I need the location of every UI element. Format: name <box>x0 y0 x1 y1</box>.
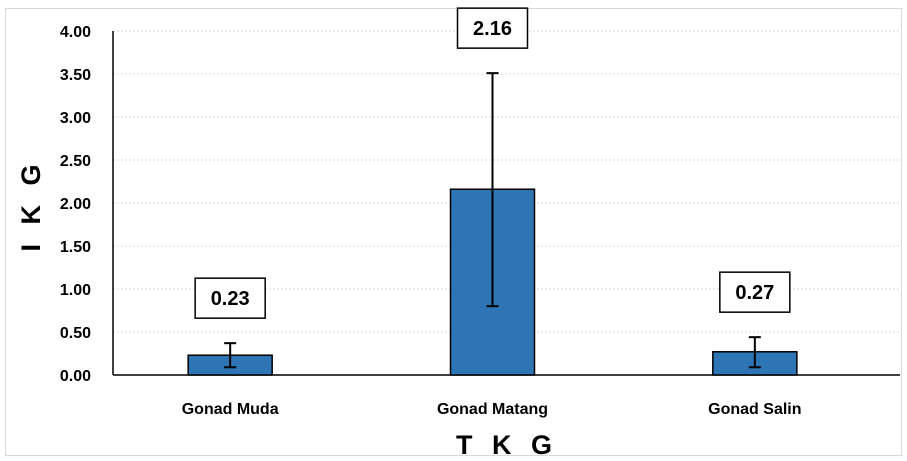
data-label-box <box>194 277 266 319</box>
data-label: 2.16 <box>473 18 512 40</box>
x-tick-label: Gonad Salin <box>708 401 801 418</box>
data-label: 0.23 <box>211 288 250 310</box>
x-tick-label: Gonad Muda <box>182 401 279 418</box>
y-tick-label: 0.50 <box>60 325 91 342</box>
y-tick-label: 3.50 <box>60 67 91 84</box>
y-tick-label: 1.00 <box>60 282 91 299</box>
x-tick-label: Gonad Matang <box>437 401 548 418</box>
y-axis-title: I K G <box>16 158 46 251</box>
y-tick-label: 2.50 <box>60 153 91 170</box>
y-tick-label: 3.00 <box>60 110 91 127</box>
y-tick-label: 0.00 <box>60 368 91 385</box>
data-label-box <box>456 7 529 49</box>
x-axis-title: T K G <box>456 430 558 460</box>
y-tick-label: 4.00 <box>60 24 91 41</box>
data-label: 0.27 <box>735 282 774 304</box>
data-label-box <box>719 271 791 313</box>
y-tick-label: 2.00 <box>60 196 91 213</box>
y-tick-label: 1.50 <box>60 239 91 256</box>
